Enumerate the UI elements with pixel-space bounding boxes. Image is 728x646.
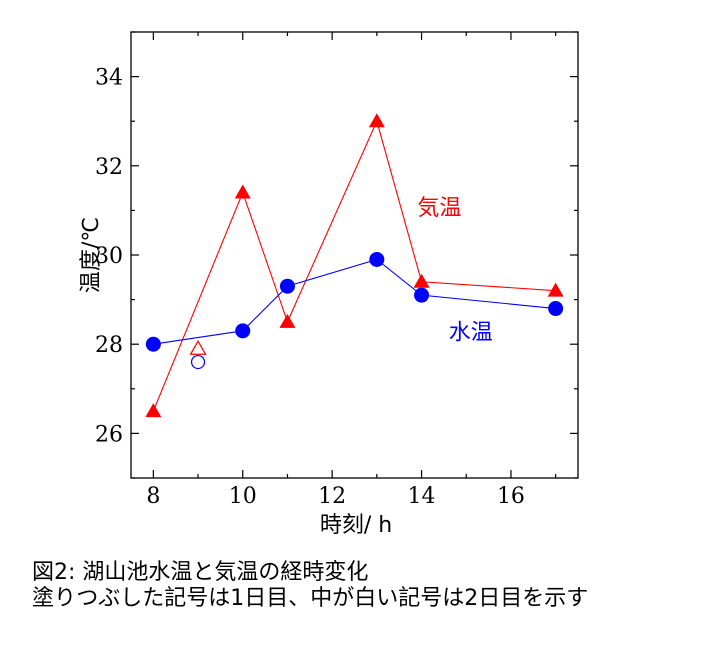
data-point-circle <box>235 323 251 339</box>
data-point-circle <box>145 336 161 352</box>
series-label: 気温 <box>417 196 461 221</box>
y-tick-label: 28 <box>95 333 123 358</box>
tick-labels: 8 10 12 14 16 26 28 30 32 34 <box>95 66 525 509</box>
series-line <box>153 258 556 345</box>
axis-ticks <box>131 31 578 479</box>
x-tick-label: 10 <box>229 484 257 509</box>
open-point-triangle <box>189 339 207 355</box>
x-tick-label: 8 <box>146 484 160 509</box>
data-point-triangle <box>145 403 162 418</box>
x-tick-label: 12 <box>318 484 346 509</box>
series-label: 水温 <box>449 321 493 346</box>
x-tick-label: 16 <box>497 484 525 509</box>
data-point-triangle <box>413 273 430 288</box>
y-axis-label: 温度/℃ <box>79 217 104 293</box>
y-tick-label: 34 <box>95 66 123 91</box>
plot-frame <box>130 31 579 479</box>
figure-caption-line-2: 塗りつぶした記号は1日目、中が白い記号は2日目を示す <box>32 586 589 611</box>
data-point-circle <box>279 278 295 294</box>
x-tick-label: 14 <box>408 484 436 509</box>
data-point-circle <box>369 251 385 267</box>
data-point-triangle <box>234 184 251 199</box>
series-line <box>152 119 556 412</box>
data-point-triangle <box>547 282 564 297</box>
y-tick-label: 26 <box>95 422 123 447</box>
figure-caption-line-1: 図2: 湖山池水温と気温の経時変化 <box>32 560 369 585</box>
data-point-circle <box>548 301 564 317</box>
y-tick-label: 30 <box>95 244 123 269</box>
open-point-circle <box>190 354 206 370</box>
data-point-triangle <box>368 113 385 128</box>
x-axis-label: 時刻/ h <box>320 513 392 538</box>
data-point-triangle <box>279 313 296 328</box>
data-point-circle <box>414 287 430 303</box>
y-tick-label: 32 <box>95 155 123 180</box>
